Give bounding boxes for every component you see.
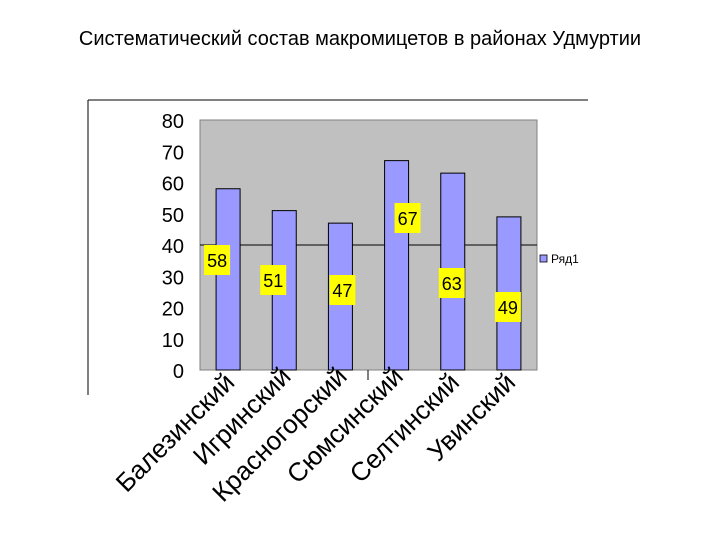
legend-swatch <box>539 254 548 263</box>
bar-4 <box>384 160 410 371</box>
data-label: 63 <box>442 274 462 294</box>
bar-2 <box>271 210 297 371</box>
bar-1 <box>215 188 241 371</box>
data-label: 51 <box>263 271 283 291</box>
y-tick-label: 10 <box>162 330 184 352</box>
data-label-bg <box>494 292 521 322</box>
y-tick-label: 60 <box>162 174 184 196</box>
data-label: 58 <box>207 251 227 271</box>
y-tick-label: 70 <box>162 142 184 164</box>
legend-label: Ряд1 <box>551 252 579 266</box>
y-tick-label: 40 <box>162 236 184 258</box>
data-label: 49 <box>498 298 518 318</box>
y-tick-label: 0 <box>173 361 184 383</box>
data-label-bg <box>438 268 465 298</box>
data-label-bg <box>329 275 356 305</box>
y-tick-label: 50 <box>162 205 184 227</box>
data-label: 67 <box>398 209 418 229</box>
data-label-bg <box>204 245 231 275</box>
data-label: 47 <box>332 281 352 301</box>
data-label-bg <box>260 265 287 295</box>
data-label-bg <box>394 203 421 233</box>
chart-title: Систематический состав макромицетов в ра… <box>78 28 642 50</box>
y-tick-label: 30 <box>162 267 184 289</box>
y-tick-label: 20 <box>162 299 184 321</box>
y-tick-label: 80 <box>162 111 184 133</box>
